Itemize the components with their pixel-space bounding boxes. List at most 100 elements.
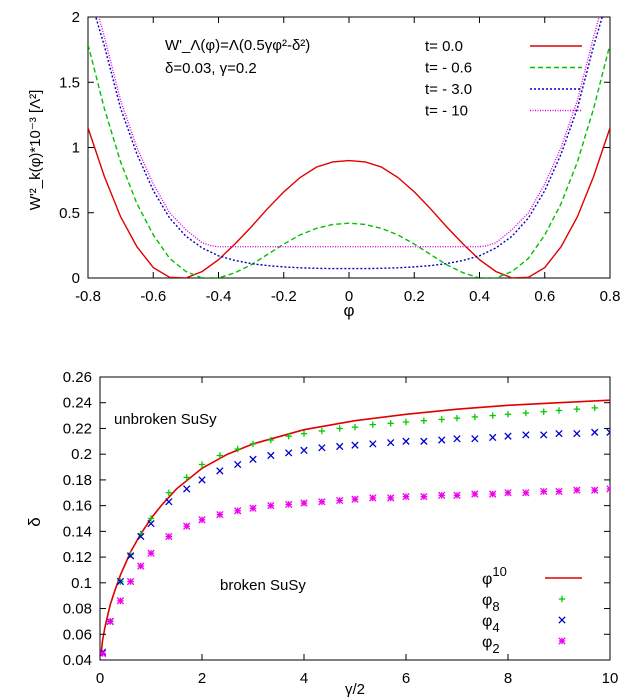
bottom-point-1	[267, 436, 275, 444]
bottom-point-3	[267, 501, 275, 510]
bottom-point-1	[471, 413, 479, 421]
bottom-point-2	[369, 440, 377, 448]
bottom-x-tick-label: 6	[402, 670, 410, 687]
top-x-tick-label: 0	[345, 288, 353, 305]
bottom-point-1	[522, 409, 530, 417]
bottom-y-tick-label: 0.14	[63, 523, 92, 540]
bottom-point-2	[126, 552, 135, 560]
bottom-point-2	[336, 442, 344, 451]
bottom-point-1	[285, 432, 292, 440]
bottom-point-1	[540, 408, 547, 415]
bottom-x-tick-label: 2	[198, 670, 206, 687]
bottom-point-3	[438, 491, 446, 500]
top-x-tick-label: 0.2	[404, 288, 425, 305]
bottom-point-2	[489, 433, 497, 442]
bottom-point-2	[522, 431, 530, 439]
bottom-y-tick-label: 0.22	[63, 420, 92, 437]
bottom-point-1	[216, 452, 224, 459]
bottom-legend-label-0: φ10	[482, 564, 507, 588]
bottom-legend-swatch-2	[558, 616, 566, 624]
bottom-point-2	[387, 438, 395, 447]
bottom-point-3	[453, 491, 461, 500]
bottom-point-1	[300, 430, 308, 437]
bottom-point-3	[606, 485, 610, 493]
top-legend-label-1: t= - 0.6	[425, 60, 472, 77]
bottom-point-2	[285, 449, 293, 457]
top-series-line-0	[88, 127, 610, 278]
bottom-point-1	[183, 474, 190, 481]
top-series-line-2	[95, 17, 603, 270]
bottom-point-1	[420, 417, 428, 424]
bottom-point-3	[126, 577, 135, 586]
bottom-y-tick-label: 0.16	[63, 498, 92, 515]
top-x-tick-label: 0.4	[469, 288, 490, 305]
bottom-point-2	[116, 577, 125, 586]
bottom-point-1	[489, 412, 496, 419]
top-legend-label-2: t= - 3.0	[425, 81, 472, 98]
bottom-point-3	[387, 494, 395, 502]
annotation-unbroken-susy: unbroken SuSy	[114, 411, 217, 428]
bottom-point-1	[369, 421, 377, 428]
bottom-point-1	[318, 427, 326, 435]
bottom-point-3	[540, 487, 548, 496]
top-x-tick-label: -0.2	[271, 288, 297, 305]
bottom-y-tick-label: 0.12	[63, 549, 92, 566]
bottom-point-3	[318, 498, 326, 506]
bottom-point-2	[591, 428, 599, 436]
bottom-point-2	[402, 437, 410, 445]
bottom-point-3	[336, 496, 344, 505]
bottom-point-3	[116, 597, 125, 605]
bottom-point-2	[573, 429, 581, 438]
bottom-legend-label-3: φ2	[482, 634, 500, 656]
bottom-point-2	[318, 444, 326, 452]
potential-chart: -0.8 -0.6 -0.4 -0.2 0 0.2 0.4 0.6 0.8 0 0.5 1 1.5 2 W…	[27, 9, 621, 320]
bottom-point-2	[438, 436, 446, 444]
top-y-tick-label: 0.5	[59, 205, 80, 222]
bottom-point-2	[300, 446, 308, 454]
bottom-point-3	[198, 516, 206, 524]
bottom-point-3	[137, 562, 145, 570]
bottom-point-1	[249, 440, 257, 448]
bottom-point-3	[285, 500, 293, 509]
bottom-point-2	[183, 485, 191, 493]
bottom-point-1	[555, 407, 563, 414]
bottom-point-1	[591, 404, 598, 412]
bottom-point-3	[216, 510, 224, 519]
top-x-tick-label: -0.8	[75, 288, 101, 305]
bottom-point-3	[402, 492, 410, 501]
bottom-y-tick-label: 0.04	[63, 652, 92, 669]
bottom-point-2	[453, 435, 461, 443]
bottom-point-2	[137, 532, 145, 541]
top-legend-label-3: t= - 10	[425, 103, 468, 120]
bottom-point-3	[147, 549, 155, 557]
bottom-point-1	[165, 489, 173, 496]
susy-chart: 0 2 4 6 8 10 0.04 0.06 0.08 0.1 0.12 0.14 0.16 0.18 0.…	[25, 369, 618, 698]
bottom-point-2	[606, 428, 610, 436]
bottom-point-3	[300, 499, 308, 507]
bottom-point-1	[387, 420, 394, 427]
top-annotation-params: δ=0.03, γ=0.2	[165, 60, 257, 77]
bottom-point-3	[351, 495, 359, 503]
top-x-tick-label: 0.8	[600, 288, 621, 305]
bottom-point-2	[555, 429, 563, 438]
bottom-point-3	[106, 617, 114, 626]
top-series-line-1	[88, 44, 610, 278]
top-y-tick-label: 0	[72, 270, 80, 287]
top-x-axis-label: φ	[343, 301, 354, 320]
bottom-point-2	[471, 435, 479, 443]
bottom-y-tick-label: 0.1	[71, 575, 92, 592]
bottom-point-2	[234, 460, 242, 469]
bottom-point-1	[351, 423, 359, 431]
bottom-point-2	[351, 441, 359, 449]
bottom-point-1	[336, 425, 343, 432]
bottom-legend-swatch-3	[558, 637, 566, 645]
top-y-axis-label: W'²_k(φ)*10⁻³ [Λ²]	[27, 90, 44, 211]
bottom-series-line-0	[100, 399, 610, 657]
bottom-y-tick-label: 0.24	[63, 395, 92, 412]
bottom-y-tick-label: 0.18	[63, 472, 92, 489]
bottom-x-tick-label: 0	[96, 670, 104, 687]
top-series-line-3	[98, 17, 600, 248]
bottom-point-1	[402, 418, 410, 426]
